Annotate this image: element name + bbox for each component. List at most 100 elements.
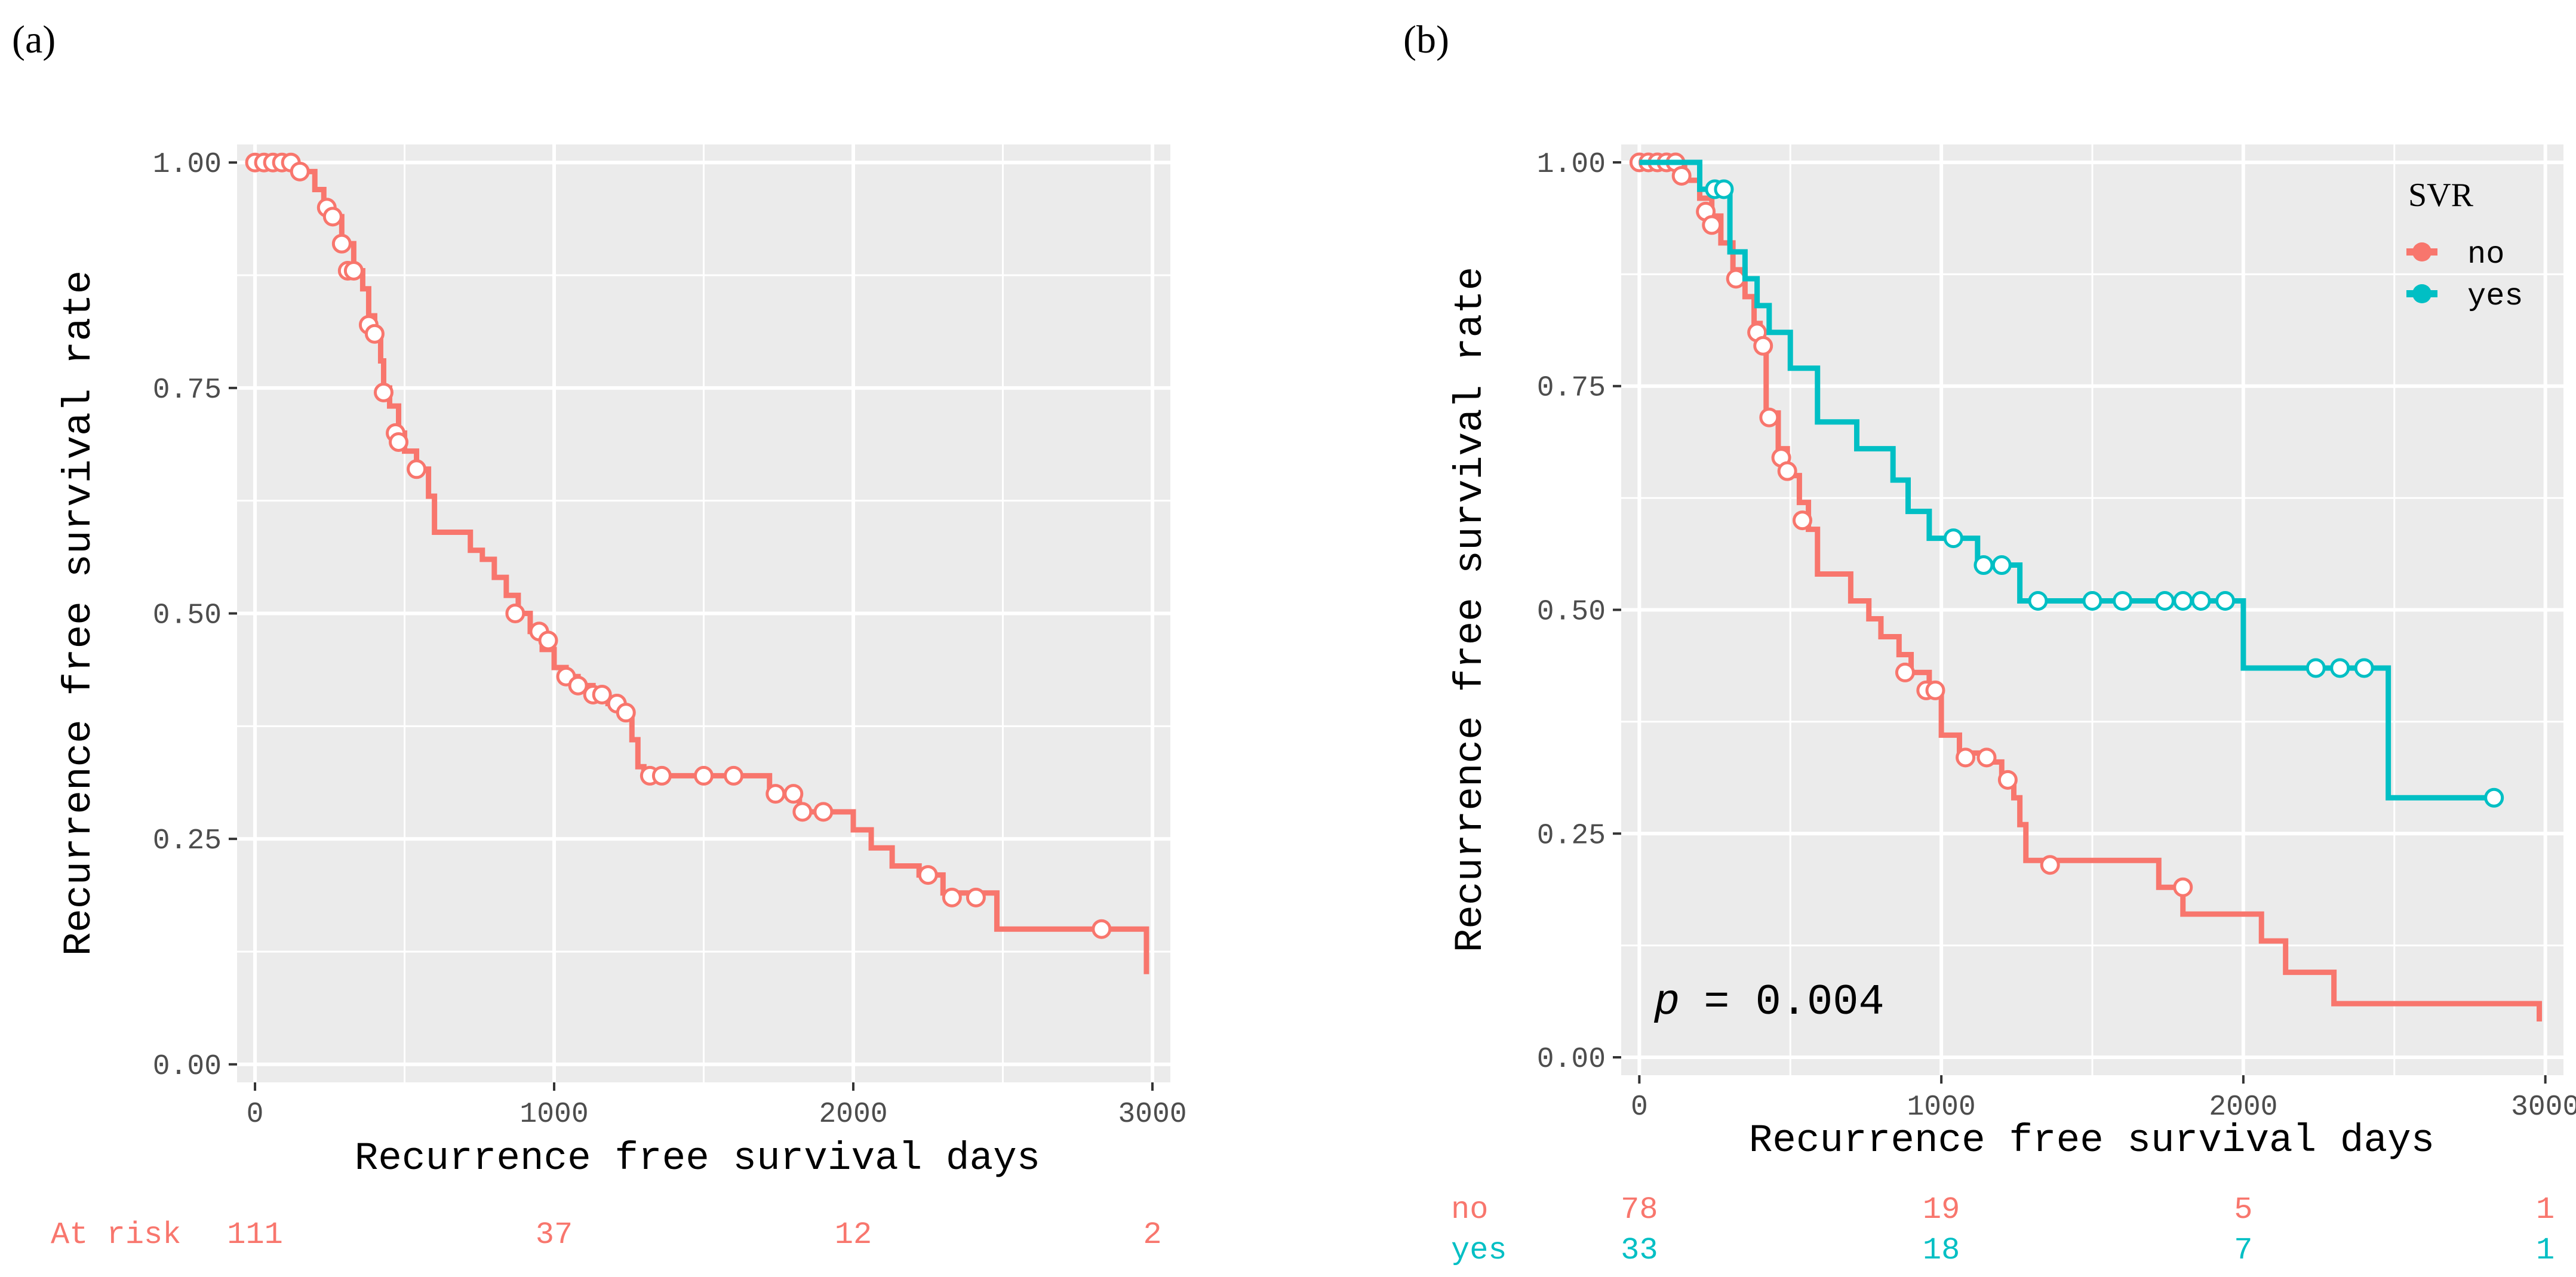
- panel-b-x-axis-title: Recurrence free survival days: [1749, 1118, 2435, 1163]
- panel-a-censor-mark-series-0: [918, 865, 938, 885]
- panel-b-y-tick-label: 0.00: [1537, 1044, 1606, 1076]
- panel-b-letter: (b): [1403, 18, 1449, 61]
- panel-a-series: [245, 152, 1149, 974]
- panel-a-at-risk-label: At risk: [51, 1217, 181, 1253]
- panel-b-censor-mark-no: [1925, 680, 1945, 700]
- panel-a-y-axis-title: Recurrence free survival rate: [57, 270, 102, 956]
- panel-b-at-risk-count: 18: [1923, 1233, 1960, 1268]
- panel-a-censor-mark-series-0: [407, 459, 427, 479]
- panel-b-axis-ticks: 0 1000 2000 3000 0.00 0.25 0.50 0.75 1.00: [1537, 149, 2576, 1124]
- panel-b-y-axis-title: Recurrence free survival rate: [1448, 267, 1493, 953]
- panel-b-at-risk-count: 1: [2536, 1233, 2555, 1268]
- panel-b-y-tick-label: 0.25: [1537, 820, 1606, 852]
- panel-a-x-tick-label: 3000: [1118, 1098, 1186, 1131]
- panel-a-censor-mark-series-0: [389, 432, 409, 452]
- panel-b-censor-mark-yes: [2113, 591, 2133, 611]
- panel-a: (a) 0 1000 2000 3000 0.00 0.25 0.50 0.75 1.00 Re…: [12, 18, 1187, 1253]
- panel-b-censor-mark-yes: [2330, 658, 2350, 678]
- panel-b-censor-mark-no: [1726, 269, 1746, 289]
- p-value-text: = 0.004: [1704, 978, 1884, 1027]
- panel-b-censor-mark-yes: [2028, 591, 2048, 611]
- panel-b-censor-mark-yes: [2484, 787, 2504, 808]
- panel-b-at-risk-count: 78: [1621, 1192, 1658, 1227]
- panel-a-censor-mark-series-0: [942, 887, 962, 907]
- panel-b-at-risk-row-label: no: [1451, 1192, 1488, 1227]
- panel-b-censor-mark-no: [1777, 461, 1797, 481]
- panel-a-censor-mark-series-0: [1092, 919, 1112, 939]
- panel-b-censor-mark-yes: [1943, 528, 1963, 549]
- legend-label-no: no: [2467, 237, 2504, 272]
- panel-a-censor-mark-series-0: [568, 675, 588, 696]
- panel-b: (b) 0 1000 2000 3000 0.00 0.25 0.50 0.75 1.00 SV…: [1403, 18, 2576, 1268]
- panel-a-at-risk-count: 2: [1143, 1217, 1161, 1253]
- panel-a-x-axis-title: Recurrence free survival days: [355, 1136, 1041, 1181]
- panel-a-censor-mark-series-0: [373, 382, 394, 402]
- panel-a-censor-mark-series-0: [538, 630, 558, 651]
- panel-b-x-tick-label: 3000: [2511, 1091, 2576, 1124]
- p-value-annotation: p = 0.004: [1653, 978, 1885, 1027]
- panel-a-censor-mark-series-0: [966, 887, 986, 907]
- panel-a-censor-mark-series-0: [792, 802, 813, 822]
- panel-b-censor-mark-yes: [2354, 658, 2374, 678]
- panel-b-y-tick-label: 0.50: [1537, 596, 1606, 629]
- panel-b-survival-curve-yes: [1639, 159, 2497, 801]
- legend-key-no-point: [2412, 242, 2431, 261]
- panel-a-x-tick-label: 1000: [519, 1098, 588, 1131]
- panel-b-censor-mark-no: [1956, 747, 1976, 768]
- panel-a-censor-mark-series-0: [616, 703, 636, 723]
- panel-a-gridlines: [237, 144, 1170, 1082]
- panel-b-series: [1629, 152, 2543, 1022]
- panel-a-censor-mark-series-0: [651, 765, 672, 786]
- panel-b-censor-mark-no: [1792, 510, 1812, 531]
- panel-b-censor-mark-no: [1753, 336, 1773, 356]
- panel-a-censor-mark-series-0: [694, 765, 714, 786]
- panel-b-x-tick-label: 1000: [1907, 1091, 1976, 1124]
- panel-b-legend: SVR no yes: [2406, 177, 2523, 314]
- panel-a-x-tick-label: 2000: [819, 1098, 887, 1131]
- panel-a-censor-mark-series-0: [364, 324, 385, 344]
- panel-b-censor-mark-no: [2173, 877, 2193, 897]
- panel-a-at-risk-count: 111: [227, 1217, 283, 1253]
- panel-a-y-tick-label: 0.75: [153, 374, 222, 407]
- panel-a-at-risk-table: 111 37 12 2: [227, 1217, 1161, 1253]
- panel-a-censor-mark-series-0: [724, 765, 744, 786]
- panel-b-censor-mark-yes: [2082, 591, 2102, 611]
- panel-b-at-risk-count: 5: [2234, 1192, 2252, 1227]
- panel-a-y-tick-label: 0.00: [153, 1051, 222, 1083]
- panel-b-at-risk-count: 1: [2536, 1192, 2555, 1227]
- panel-a-censor-mark-series-0: [343, 260, 364, 281]
- panel-a-censor-mark-series-0: [290, 161, 310, 181]
- panel-a-censor-mark-series-0: [592, 684, 612, 704]
- legend-key-no: [2406, 242, 2437, 261]
- panel-a-censor-mark-series-0: [813, 802, 834, 822]
- panel-b-censor-mark-yes: [2215, 591, 2236, 611]
- panel-b-censor-mark-no: [2040, 855, 2060, 875]
- panel-b-at-risk-count: 33: [1621, 1233, 1658, 1268]
- panel-b-x-tick-label: 0: [1631, 1091, 1648, 1124]
- panel-a-censor-mark-series-0: [331, 233, 352, 254]
- panel-b-censor-mark-yes: [2306, 658, 2326, 678]
- panel-b-censor-mark-no: [1702, 215, 1722, 235]
- panel-a-y-tick-label: 1.00: [153, 149, 222, 181]
- panel-a-letter: (a): [12, 18, 56, 61]
- panel-b-censor-mark-yes: [1714, 179, 1734, 199]
- panel-a-censor-mark-series-0: [322, 207, 343, 227]
- panel-a-y-tick-label: 0.25: [153, 825, 222, 857]
- panel-b-y-tick-label: 1.00: [1537, 149, 1606, 181]
- panel-b-censor-mark-no: [1759, 407, 1779, 427]
- panel-b-x-tick-label: 2000: [2209, 1091, 2277, 1124]
- panel-a-censor-mark-series-0: [505, 604, 525, 623]
- panel-a-censor-mark-series-0: [766, 784, 786, 804]
- panel-b-censor-mark-yes: [1991, 555, 2012, 576]
- panel-b-censor-mark-no: [1671, 165, 1692, 186]
- legend-title: SVR: [2408, 177, 2474, 214]
- panel-b-at-risk-count: 7: [2234, 1233, 2252, 1268]
- panel-a-x-tick-label: 0: [247, 1098, 264, 1131]
- legend-key-yes: [2406, 284, 2437, 303]
- panel-b-censor-mark-no: [1976, 747, 1997, 768]
- panel-a-axis-ticks: 0 1000 2000 3000 0.00 0.25 0.50 0.75 1.00: [153, 149, 1187, 1131]
- panel-b-censor-mark-yes: [1974, 555, 1994, 576]
- panel-b-at-risk-table: no 78 19 5 1 yes 33 18 7 1: [1451, 1192, 2555, 1268]
- panel-b-at-risk-row-label: yes: [1451, 1233, 1507, 1268]
- panel-b-at-risk-count: 19: [1923, 1192, 1960, 1227]
